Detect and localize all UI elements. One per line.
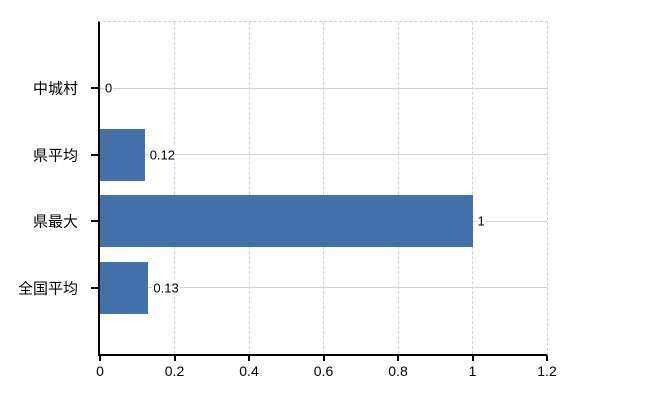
x-axis-label: 1.2: [537, 363, 557, 379]
x-axis-label: 1: [468, 363, 477, 379]
bar: [100, 128, 145, 181]
gridline-vertical: [174, 22, 175, 354]
y-axis-label: 県平均: [32, 147, 78, 165]
bar-value-label: 0.12: [148, 147, 176, 163]
x-axis-tick: [322, 356, 325, 361]
bar: [100, 195, 473, 248]
x-axis-label: 0.8: [388, 363, 408, 379]
x-axis-tick: [546, 356, 548, 361]
y-axis-tick: [91, 286, 98, 289]
gridline-vertical: [472, 22, 473, 354]
x-axis-tick: [248, 356, 250, 361]
x-axis-tick: [397, 356, 399, 361]
y-axis-label: 県最大: [32, 213, 78, 231]
bar-value-label: 1: [476, 213, 486, 229]
bar-value-label: 0.13: [152, 280, 180, 296]
x-axis-tick: [173, 356, 176, 361]
x-axis-label: 0.4: [239, 363, 259, 379]
bar: [100, 261, 149, 314]
y-axis-tick: [91, 87, 98, 90]
y-axis-tick: [91, 153, 98, 156]
x-axis-label: 0: [96, 363, 104, 379]
plot-area: 0 0.12 1 0.13: [98, 21, 548, 356]
gridline-vertical: [397, 22, 399, 354]
x-axis-tick: [471, 356, 474, 361]
y-axis-label: 中城村: [32, 80, 78, 98]
y-axis-label: 全国平均: [17, 280, 78, 298]
bar-value-label: 0: [104, 80, 114, 96]
x-axis-tick: [99, 356, 101, 361]
gridline-vertical: [323, 22, 324, 354]
gridline-vertical: [248, 22, 250, 354]
x-axis-label: 0.6: [313, 363, 334, 379]
x-axis-label: 0.2: [164, 363, 185, 379]
y-axis-tick: [91, 220, 98, 223]
